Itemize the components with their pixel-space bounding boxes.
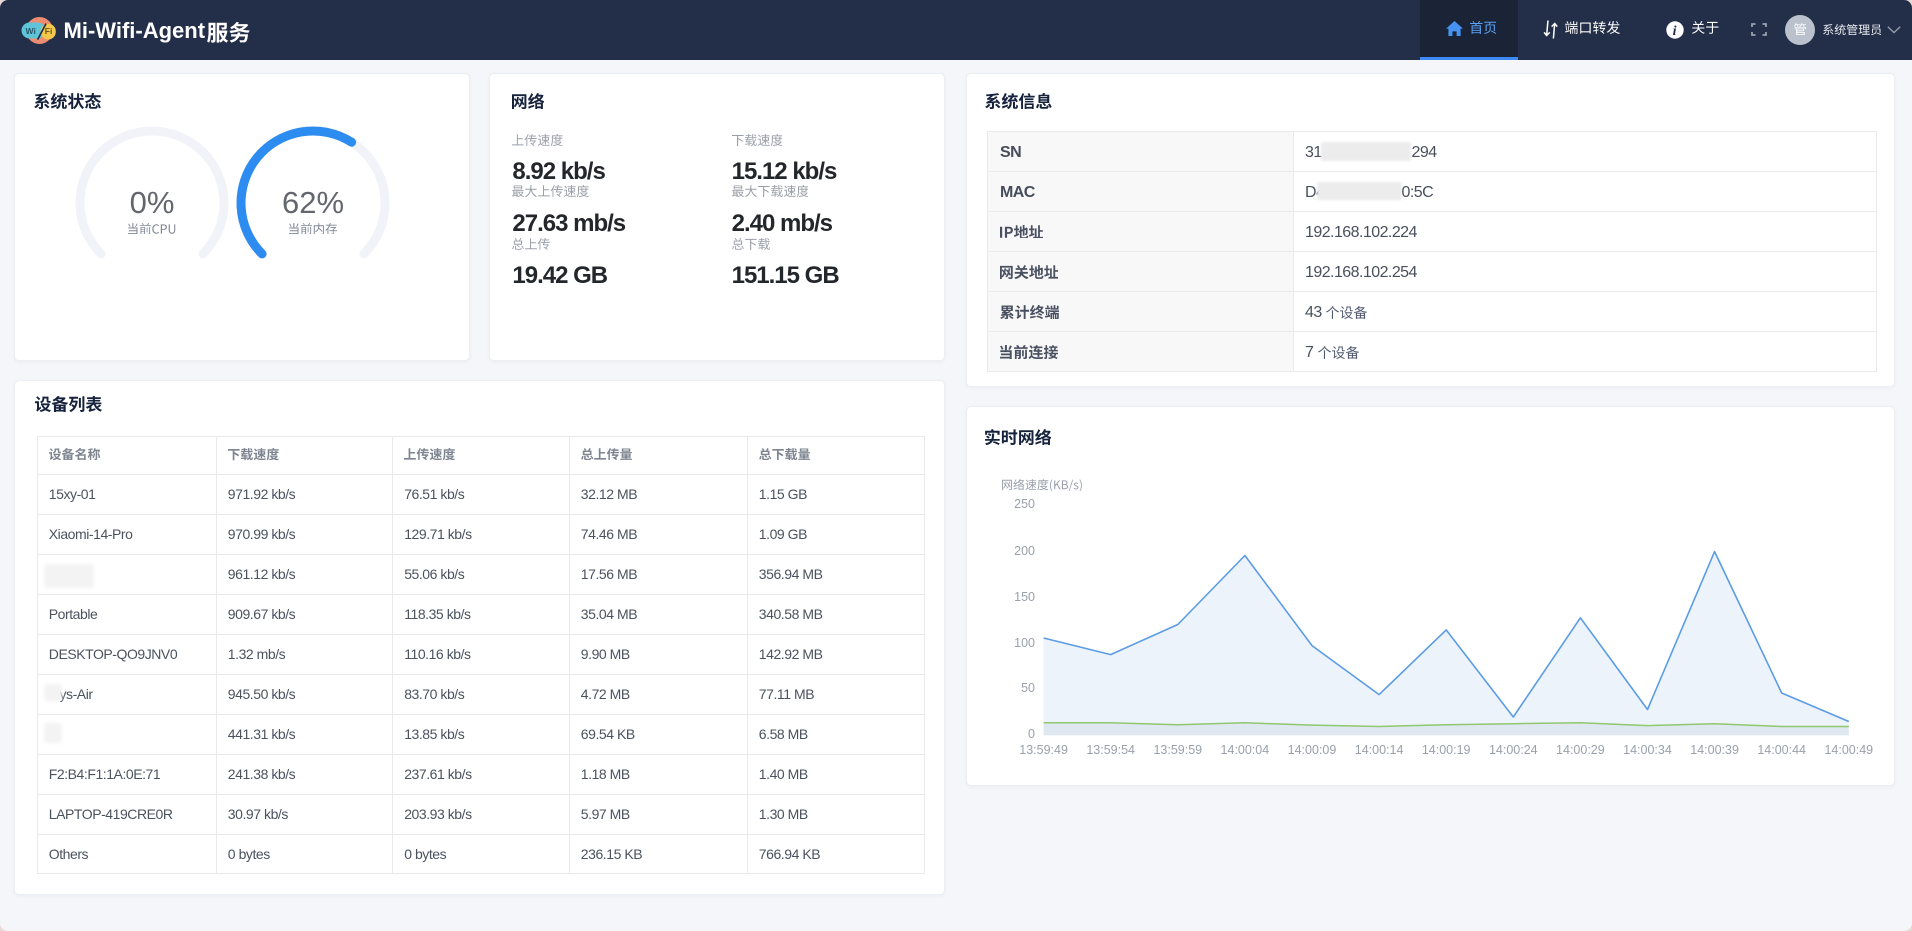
svg-text:Fi: Fi — [45, 26, 53, 36]
svg-text:Wi: Wi — [26, 26, 36, 36]
svg-text:i: i — [1672, 23, 1676, 38]
